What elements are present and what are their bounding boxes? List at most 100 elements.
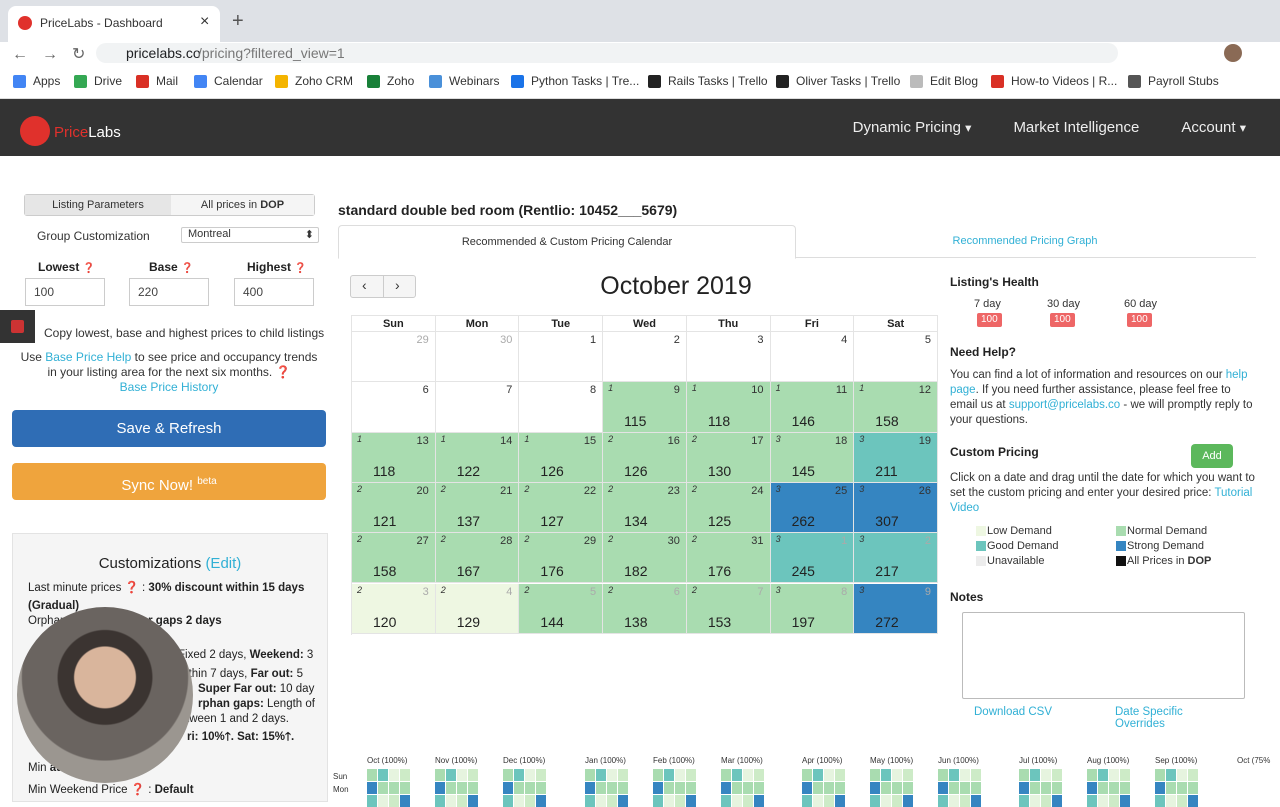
day-number: 8	[590, 384, 597, 397]
bookmark[interactable]: Zoho CRM	[295, 74, 354, 88]
demand-level: 1	[440, 433, 446, 444]
calendar-day[interactable]: 6 2 138	[603, 583, 687, 634]
r-help-link[interactable]: help page	[950, 369, 1248, 396]
avatar[interactable]	[1224, 44, 1242, 62]
bookmark[interactable]: Calendar	[214, 74, 263, 88]
history-link[interactable]: Base Price History	[119, 380, 219, 394]
calendar-day[interactable]: 22 2 127	[519, 482, 604, 534]
bookmark[interactable]: Oliver Tasks | Trello	[796, 74, 901, 88]
group-select[interactable]: Montreal ⬍	[181, 227, 319, 243]
heatmap-cell	[1155, 769, 1165, 781]
field-input[interactable]: 220	[129, 278, 209, 306]
calendar-day[interactable]: 5	[854, 332, 938, 383]
calendar-day[interactable]: 18 3 145	[770, 432, 855, 483]
bookmark[interactable]: Rails Tasks | Trello	[668, 74, 768, 88]
heatmap-cell	[618, 795, 628, 807]
calendar-day[interactable]: 24 2 125	[686, 482, 771, 534]
calendar-day[interactable]: 27 2 158	[352, 533, 436, 584]
calendar-day[interactable]: 9 3 272	[854, 583, 938, 634]
calendar-day[interactable]: 10 1 118	[686, 382, 771, 433]
calendar-day[interactable]: 5 2 144	[519, 583, 604, 634]
calendar-day[interactable]: 29 2 176	[519, 533, 604, 584]
bookmark[interactable]: Payroll Stubs	[1148, 74, 1219, 88]
bookmark[interactable]: Webinars	[449, 74, 500, 88]
menu-item[interactable]: Account ▾	[1181, 119, 1246, 136]
r-help-email[interactable]: support@pricelabs.co	[1008, 399, 1121, 411]
calendar-day[interactable]: 20 2 121	[352, 482, 436, 534]
tab-params[interactable]: Listing Parameters	[25, 195, 171, 215]
tab[interactable]: PriceLabs - Dashboard ×	[8, 6, 220, 42]
calendar-day[interactable]: 17 2 130	[686, 432, 771, 483]
calendar-day[interactable]: 11 1 146	[770, 382, 855, 433]
calendar-day[interactable]: 23 2 134	[603, 482, 687, 534]
overrides-link[interactable]: Date Specific Overrides	[1115, 706, 1183, 730]
copy-checkbox[interactable]	[0, 310, 35, 343]
tab-prices[interactable]: All prices in DOP	[171, 195, 314, 215]
calendar-day[interactable]: 8 3 197	[770, 583, 855, 634]
nav-buttons[interactable]: ←→↻	[12, 46, 100, 63]
heatmap-cell	[732, 782, 742, 794]
notes-box[interactable]	[962, 612, 1245, 699]
calendar-day[interactable]: 15 1 126	[519, 432, 604, 483]
calendar-day[interactable]: 29	[352, 332, 436, 383]
logo[interactable]	[20, 116, 50, 146]
calendar-day[interactable]: 8	[519, 382, 604, 433]
calendar-day[interactable]: 26 3 307	[854, 482, 938, 534]
legend-text: All Prices in	[1127, 555, 1188, 567]
day-number: 9	[924, 585, 931, 598]
calendar-day[interactable]: 3 2 120	[352, 583, 436, 634]
bookmark[interactable]: Mail	[156, 74, 179, 88]
calendar-day[interactable]: 31 2 176	[686, 533, 771, 584]
calendar-day[interactable]: 19 3 211	[854, 432, 938, 483]
calendar-day[interactable]: 3	[686, 332, 771, 383]
prev-month[interactable]: ‹	[362, 277, 367, 293]
calendar-day[interactable]: 4 2 129	[435, 583, 520, 634]
tab-close[interactable]: ×	[200, 13, 210, 30]
calendar-day[interactable]: 7	[435, 382, 520, 433]
calendar-day[interactable]: 16 2 126	[603, 432, 687, 483]
sync-button[interactable]: Sync Now! beta	[12, 463, 326, 500]
calendar-day[interactable]: 2 3 217	[854, 533, 938, 584]
calendar-day[interactable]: 4	[770, 332, 855, 383]
calendar-day[interactable]: 30	[435, 332, 520, 383]
heatmap-cell	[675, 782, 685, 794]
bookmark[interactable]: How-to Videos | R...	[1011, 74, 1118, 88]
calendar-day[interactable]: 1	[519, 332, 604, 383]
demand-level: 2	[524, 483, 530, 494]
calendar-day[interactable]: 6	[352, 382, 436, 433]
calendar-day[interactable]: 28 2 167	[435, 533, 520, 584]
add-button[interactable]: Add	[1191, 444, 1233, 468]
next-month[interactable]: ›	[395, 277, 400, 293]
calendar-day[interactable]: 21 2 137	[435, 482, 520, 534]
field-input[interactable]: 400	[234, 278, 314, 306]
bookmark[interactable]: Python Tasks | Tre...	[531, 74, 640, 88]
help-link[interactable]: Base Price Help	[45, 350, 132, 364]
field-input[interactable]: 100	[25, 278, 105, 306]
heatmap-cell	[754, 769, 764, 781]
bookmark[interactable]: Drive	[94, 74, 123, 88]
calendar-day[interactable]: 14 1 122	[435, 432, 520, 483]
menu-item[interactable]: Market Intelligence	[1013, 119, 1140, 136]
calendar-day[interactable]: 1 3 245	[770, 533, 855, 584]
legend-text: Unavailable	[987, 555, 1045, 567]
save-button[interactable]: Save & Refresh	[12, 410, 326, 447]
bookmark[interactable]: Edit Blog	[930, 74, 979, 88]
tab-calendar[interactable]: Recommended & Custom Pricing Calendar	[338, 225, 796, 259]
demand-level: 3	[859, 534, 865, 545]
new-tab[interactable]: +	[232, 10, 244, 32]
bookmark[interactable]: Apps	[33, 74, 61, 88]
tutorial-link[interactable]: Tutorial Video	[950, 487, 1253, 514]
calendar-day[interactable]: 2	[603, 332, 687, 383]
calendar-day[interactable]: 13 1 118	[352, 432, 436, 483]
calendar-day[interactable]: 7 2 153	[686, 583, 771, 634]
tab-graph[interactable]: Recommended Pricing Graph	[952, 235, 1098, 247]
menu-item[interactable]: Dynamic Pricing ▾	[852, 119, 972, 136]
download-link[interactable]: Download CSV	[974, 706, 1052, 718]
custom-edit[interactable]: (Edit)	[205, 555, 242, 572]
calendar-day[interactable]: 9 1 115	[603, 382, 687, 433]
calendar-day[interactable]: 30 2 182	[603, 533, 687, 584]
omnibox[interactable]: pricelabs.co /pricing?filtered_view=1	[96, 43, 1118, 63]
bookmark[interactable]: Zoho	[387, 74, 415, 88]
calendar-day[interactable]: 25 3 262	[770, 482, 855, 534]
calendar-day[interactable]: 12 1 158	[854, 382, 938, 433]
